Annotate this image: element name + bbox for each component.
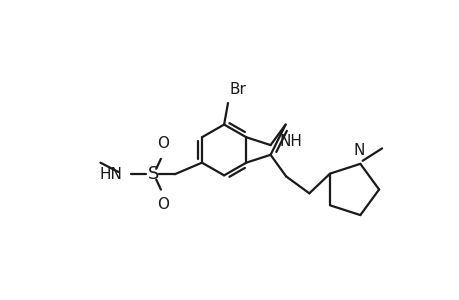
Text: N: N xyxy=(353,143,364,158)
Text: O: O xyxy=(157,197,169,212)
Text: NH: NH xyxy=(279,134,302,149)
Text: S: S xyxy=(147,165,158,183)
Text: O: O xyxy=(157,136,169,151)
Text: HN: HN xyxy=(99,167,122,182)
Text: Br: Br xyxy=(229,82,246,97)
